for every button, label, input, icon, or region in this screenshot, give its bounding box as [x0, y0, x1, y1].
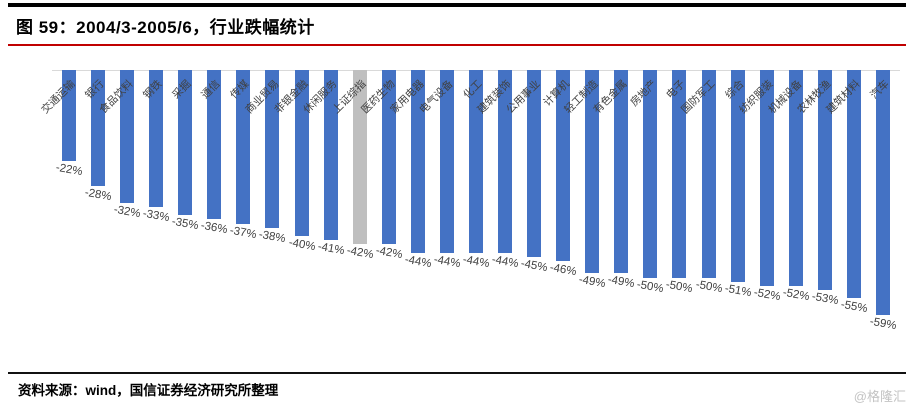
chart-bar: [556, 70, 571, 262]
chart-bar: [149, 70, 164, 208]
chart-bar: [875, 70, 890, 315]
source-label: 资料来源：: [18, 383, 86, 398]
chart-bar-highlight: [352, 70, 367, 245]
chart-bar: [672, 70, 687, 278]
watermark: @格隆汇: [853, 389, 906, 404]
chart-bar: [730, 70, 745, 282]
chart-bar: [236, 70, 251, 224]
chart-bar: [759, 70, 774, 286]
chart-bar: [62, 70, 76, 162]
chart-bar: [410, 70, 425, 253]
chart-bar: [178, 70, 193, 216]
figure-title: 图 59：2004/3-2005/6，行业跌幅统计: [16, 18, 315, 37]
value-label: -59%: [868, 315, 898, 333]
chart-bar: [701, 70, 716, 278]
chart-bar: [527, 70, 542, 257]
chart-bar: [323, 70, 338, 241]
chart-bar: [468, 70, 483, 253]
chart-bar: [207, 70, 222, 220]
source-note: 资料来源：wind，国信证券经济研究所整理: [18, 379, 278, 399]
source-text: wind，国信证券经济研究所整理: [85, 383, 279, 398]
top-divider: [8, 3, 906, 7]
chart-bar: [614, 70, 629, 274]
chart-bar: [788, 70, 803, 286]
chart-bar: [498, 70, 513, 253]
chart-bar: [643, 70, 658, 278]
chart-bar: [91, 70, 106, 187]
value-label: -22%: [54, 162, 84, 179]
chart-bar: [120, 70, 135, 203]
chart-bar: [265, 70, 280, 228]
chart-bar: [846, 70, 861, 299]
chart-bar: [585, 70, 600, 274]
chart-bar: [381, 70, 396, 245]
footer-divider: [8, 372, 906, 374]
chart-bar: [294, 70, 309, 237]
chart-bar: [439, 70, 454, 253]
chart-bar: [817, 70, 832, 291]
title-underline: [8, 44, 906, 46]
chart-area: 交通运输 -22% 银行 -28% 食品饮料 -32% 钢铁 -33% 采掘 -35% 通信 -36%…: [39, 70, 900, 333]
